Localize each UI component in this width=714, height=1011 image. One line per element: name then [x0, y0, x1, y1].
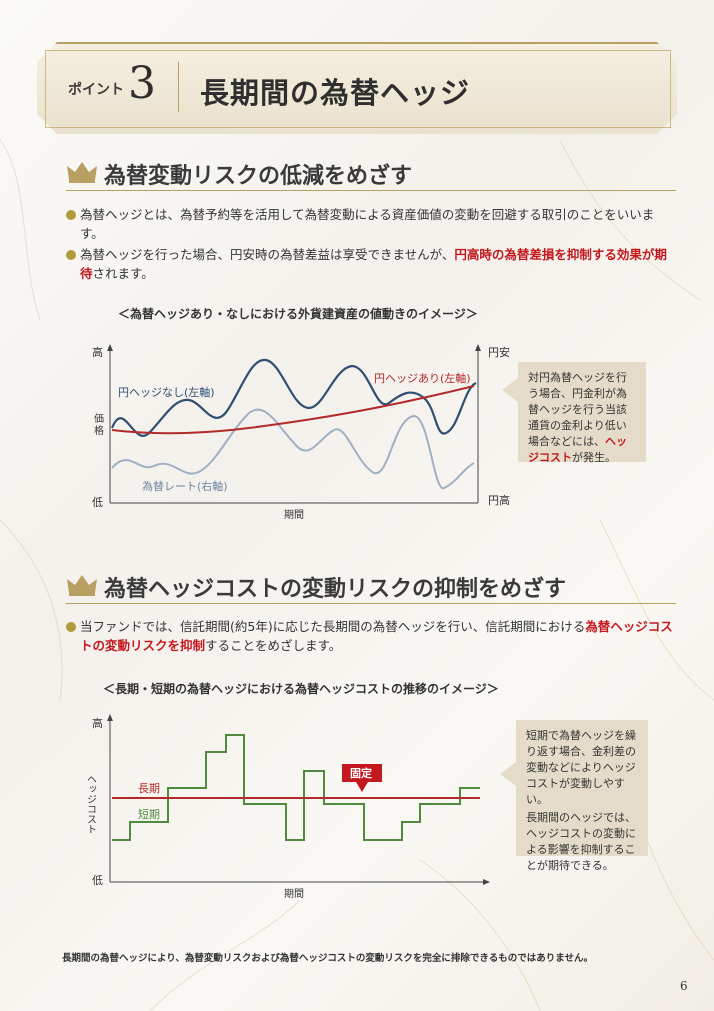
section1-title: 為替変動リスクの低減をめざす	[104, 164, 413, 189]
section1-bullet1: 為替ヘッジとは、為替予約等を活用して為替変動による資産価値の変動を回避する取引の…	[66, 205, 676, 243]
chart1-right-axis-arrow	[475, 344, 481, 351]
chart1-series-no-hedge	[110, 358, 477, 437]
footer-note: 長期間の為替ヘッジにより、為替変動リスクおよび為替ヘッジコストの変動リスクを完全…	[62, 953, 593, 964]
chart1-legend-fx: 為替レート(右軸)	[142, 479, 228, 493]
chart2-y-axis-arrow	[107, 714, 113, 721]
callout2-arrow	[500, 762, 516, 786]
section2-title: 為替ヘッジコストの変動リスクの抑制をめざす	[104, 577, 567, 602]
banner-divider	[178, 62, 179, 112]
bullet2-text-pre: 為替ヘッジを行った場合、円安時の為替差益は享受できませんが、	[80, 247, 455, 262]
chart2-fixed-badge-pointer	[356, 782, 368, 792]
bullet-dot	[66, 622, 76, 632]
callout1-text-pre: 対円為替ヘッジを行う場合、円金利が為替ヘッジを行う当該通貨の金利より低い場合など…	[528, 371, 627, 448]
section2-bullet-post: することをめざします。	[205, 638, 342, 653]
section2-bullet: 当ファンドでは、信託期間(約5年)に応じた長期間の為替ヘッジを行い、信託期間にお…	[66, 617, 676, 655]
chart2-y-top: 高	[92, 716, 103, 730]
callout2: 短期で為替ヘッジを繰り返す場合、金利差の変動などによりヘッジコストが変動しやすい…	[516, 720, 648, 872]
chart1-left-axis-arrow	[107, 344, 113, 351]
section1-rule	[66, 190, 676, 191]
crown-icon	[67, 575, 97, 596]
chart2-fixed-badge	[342, 764, 382, 782]
callout2-text-1: 短期で為替ヘッジを繰り返す場合、金利差の変動などによりヘッジコストが変動しやすい…	[526, 729, 636, 806]
bullet2-text-emphasis: 円高時の為替差損を抑制する効果が期待	[80, 247, 667, 281]
chart2-caption: ＜長期・短期の為替ヘッジにおける為替ヘッジコストの推移のイメージ＞	[103, 682, 499, 696]
bullet-dot	[66, 210, 76, 220]
section2-bullet-emphasis: 為替ヘッジコストの変動リスクを抑制	[80, 619, 673, 653]
bullet2-text-post: されます。	[92, 266, 154, 281]
chart1-y-left-bottom: 低	[92, 496, 103, 509]
chart2-x-label: 期間	[284, 888, 304, 900]
chart1-legend-hedge: 円ヘッジあり(左軸)	[374, 371, 471, 385]
callout1-text-post: が発生。	[572, 451, 616, 464]
chart1-series-fx-rate	[111, 408, 475, 490]
section2-rule	[66, 603, 676, 604]
chart1-y-right-bottom: 円高	[488, 493, 510, 507]
chart2-fixed-label: 固定	[350, 766, 372, 780]
callout1: 対円為替ヘッジを行う場合、円金利が為替ヘッジを行う当該通貨の金利より低い場合など…	[518, 362, 646, 464]
chart1-y-left-top: 高	[92, 345, 103, 359]
section2-bullet-pre: 当ファンドでは、信託期間(約5年)に応じた長期間の為替ヘッジを行い、信託期間にお…	[80, 619, 586, 634]
point-number: 3	[128, 58, 156, 109]
callout1-arrow	[502, 378, 518, 402]
crown-icon	[67, 162, 97, 183]
callout1-text-emphasis: ヘッジコスト	[528, 435, 627, 464]
callout2-text-2: 長期間のヘッジでは、ヘッジコストの変動による影響を抑制することが期待できる。	[526, 811, 636, 872]
chart2-legend-short: 短期	[138, 807, 160, 821]
page-title: 長期間の為替ヘッジ	[200, 76, 471, 110]
chart1-y-left-label-1: 価	[94, 412, 104, 425]
chart1-y-right-top: 円安	[488, 345, 510, 359]
chart2-y-bottom: 低	[92, 874, 103, 887]
page-number: 6	[680, 979, 688, 993]
chart2-series-short	[112, 734, 480, 841]
header-banner-frame	[45, 50, 671, 128]
chart1-series-hedge	[111, 385, 475, 435]
chart1-x-label: 期間	[284, 509, 304, 521]
chart1-legend-no-hedge: 円ヘッジなし(左軸)	[118, 385, 215, 399]
header-banner	[37, 42, 677, 134]
chart2-legend-long: 長期	[138, 782, 160, 795]
chart2: 高 低 期間 ヘッジコスト 長期 短期 固定	[85, 714, 490, 900]
section1-bullet2: 為替ヘッジを行った場合、円安時の為替差益は享受できませんが、円高時の為替差損を抑…	[66, 245, 676, 283]
chart1-y-left-label-2: 格	[94, 424, 104, 437]
bullet1-text: 為替ヘッジとは、為替予約等を活用して為替変動による資産価値の変動を回避する取引の…	[80, 207, 655, 241]
chart2-x-axis-arrow	[483, 879, 490, 885]
point-label: ポイント	[68, 82, 124, 98]
chart1-caption: ＜為替ヘッジあり・なしにおける外貨建資産の値動きのイメージ＞	[118, 307, 478, 321]
chart2-y-label: ヘッジコスト	[85, 774, 97, 834]
chart1: 高 低 価 格 円安 円高 期間 円ヘッジなし(左軸) 円ヘッジあり(左軸) 為…	[92, 344, 510, 521]
bullet-dot	[66, 250, 76, 260]
